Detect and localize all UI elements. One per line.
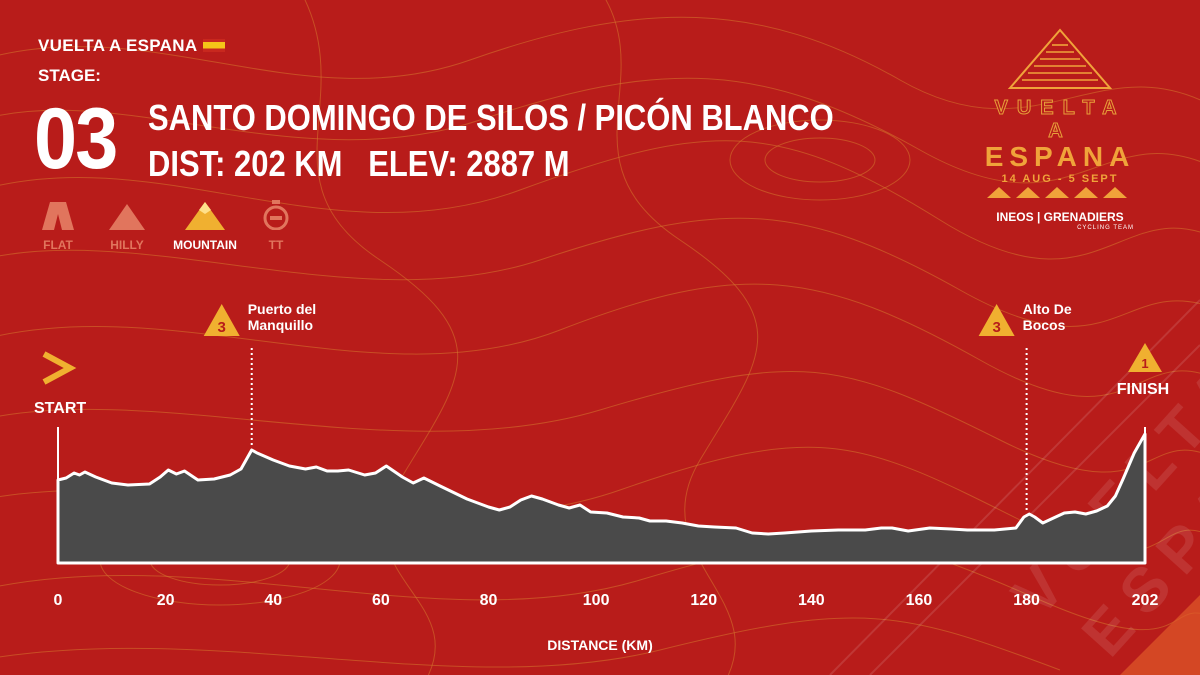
x-tick-label: 60: [372, 592, 390, 609]
mountain-stage-icon: [185, 202, 225, 230]
stage-type-flat: FLAT: [23, 200, 93, 252]
x-tick-label: 100: [583, 592, 610, 609]
logo-dates: 14 AUG - 5 SEPT: [1001, 173, 1119, 185]
stage-type-mountain: MOUNTAIN: [170, 200, 240, 252]
finish-category-icon: [1128, 343, 1162, 372]
x-tick-label: 0: [54, 592, 63, 609]
x-tick-label: 40: [264, 592, 282, 609]
x-tick-label: 80: [480, 592, 498, 609]
x-axis-label: DISTANCE (KM): [547, 637, 653, 653]
spain-flag-icon: [203, 39, 226, 52]
x-tick-label: 202: [1132, 592, 1159, 609]
hilly-stage-icon: [109, 204, 145, 230]
stopwatch-icon: [263, 200, 289, 230]
team-name: INEOS | GRENADIERS: [996, 210, 1124, 224]
climb-category-icon: [203, 304, 240, 336]
logo-triangles-icon: [987, 187, 1127, 198]
elevation-stat: ELEV: 2887 M: [368, 143, 570, 184]
x-tick-label: 140: [798, 592, 825, 609]
x-tick-label: 180: [1013, 592, 1040, 609]
finish-label: FINISH: [1117, 381, 1169, 398]
flat-stage-icon: [42, 202, 74, 230]
start-chevron-icon: [42, 351, 77, 385]
route-title: SANTO DOMINGO DE SILOS / PICÓN BLANCO: [148, 97, 834, 138]
team-subtitle: CYCLING TEAM: [1077, 225, 1134, 231]
x-tick-label: 120: [690, 592, 717, 609]
finish-category-number: 1: [1141, 356, 1148, 371]
climb-name: Manquillo: [248, 317, 313, 333]
stage-number: 03: [34, 91, 118, 187]
logo-line-2: ESPANA: [984, 141, 1136, 172]
climb-category-number: 3: [218, 319, 226, 336]
climb-name: Bocos: [1023, 317, 1066, 333]
climb-category-number: 3: [992, 319, 1000, 336]
race-title: VUELTA A ESPANA: [38, 36, 226, 56]
profile-area: [56, 432, 1147, 565]
start-label: START: [34, 400, 86, 417]
climb-category-icon: [978, 304, 1015, 336]
x-tick-label: 160: [906, 592, 933, 609]
x-tick-label: 20: [157, 592, 175, 609]
stage-stats: DIST: 202 KM ELEV: 2887 M: [148, 144, 570, 184]
vuelta-team-logo: VUELTA A ESPANA 14 AUG - 5 SEPT INEOS | …: [980, 28, 1140, 231]
stage-type-tt: TT: [241, 200, 311, 252]
mountain-logo-icon: [1007, 28, 1113, 89]
climb-name: Alto De: [1023, 301, 1072, 317]
distance-stat: DIST: 202 KM: [148, 143, 343, 184]
logo-line-1: VUELTA A: [994, 97, 1126, 143]
stage-type-hilly: HILLY: [92, 200, 162, 252]
stage-label: STAGE:: [38, 66, 101, 85]
climb-name: Puerto del: [248, 301, 316, 317]
